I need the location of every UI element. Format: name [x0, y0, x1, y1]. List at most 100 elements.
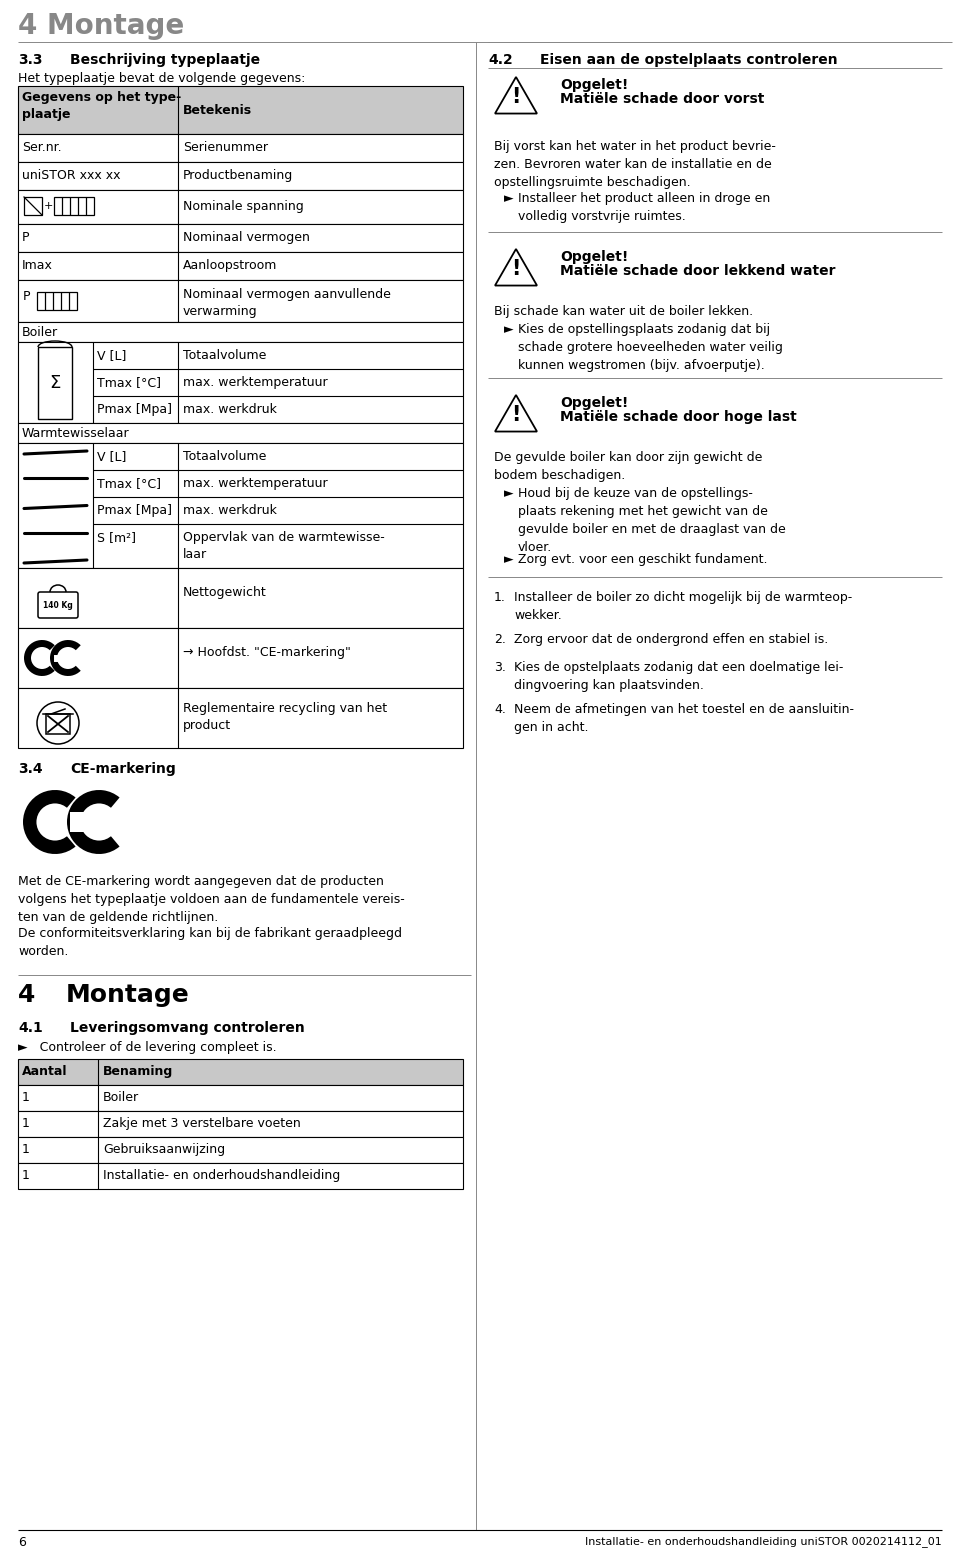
- Bar: [18, 423, 463, 443]
- Text: Nettogewicht: Nettogewicht: [183, 586, 267, 598]
- Text: → Hoofdst. "CE-markering": → Hoofdst. "CE-markering": [183, 646, 350, 659]
- Text: Tmax [°C]: Tmax [°C]: [97, 377, 161, 389]
- Text: ►: ►: [504, 487, 514, 501]
- Text: 140 Kg: 140 Kg: [43, 600, 73, 609]
- Text: Installatie- en onderhoudshandleiding: Installatie- en onderhoudshandleiding: [103, 1169, 340, 1183]
- Text: P: P: [23, 290, 31, 302]
- Text: Gebruiksaanwijzing: Gebruiksaanwijzing: [103, 1142, 226, 1156]
- Text: Boiler: Boiler: [22, 326, 59, 339]
- Text: De conformiteitsverklaring kan bij de fabrikant geraadpleegd
worden.: De conformiteitsverklaring kan bij de fa…: [18, 927, 402, 958]
- Text: Eisen aan de opstelplaats controleren: Eisen aan de opstelplaats controleren: [540, 53, 838, 67]
- Text: V [L]: V [L]: [97, 449, 127, 463]
- Text: Matiële schade door lekkend water: Matiële schade door lekkend water: [560, 264, 835, 277]
- Text: Aantal: Aantal: [22, 1065, 67, 1077]
- Text: Tmax [°C]: Tmax [°C]: [97, 477, 161, 490]
- Text: ►: ►: [504, 322, 514, 336]
- Bar: [18, 443, 463, 567]
- Circle shape: [31, 646, 53, 670]
- Text: Zorg ervoor dat de ondergrond effen en stabiel is.: Zorg ervoor dat de ondergrond effen en s…: [514, 632, 828, 646]
- Bar: [18, 1059, 463, 1085]
- Text: Opgelet!: Opgelet!: [560, 78, 629, 91]
- Text: 4.1: 4.1: [18, 1021, 43, 1035]
- Bar: [18, 628, 463, 688]
- Text: Imax: Imax: [22, 259, 53, 271]
- Text: Warmtewisselaar: Warmtewisselaar: [22, 426, 130, 440]
- Text: Het typeplaatje bevat de volgende gegevens:: Het typeplaatje bevat de volgende gegeve…: [18, 71, 305, 85]
- Text: 3.3: 3.3: [18, 53, 42, 67]
- Text: 2.: 2.: [494, 632, 506, 646]
- Bar: [18, 133, 463, 163]
- Text: !: !: [512, 87, 520, 107]
- Wedge shape: [24, 640, 55, 676]
- Text: Bij vorst kan het water in het product bevrie-
zen. Bevroren water kan de instal: Bij vorst kan het water in het product b…: [494, 140, 776, 189]
- Text: Oppervlak van de warmtewisse-
laar: Oppervlak van de warmtewisse- laar: [183, 532, 385, 561]
- Text: P: P: [22, 231, 30, 243]
- Bar: [54, 197, 94, 215]
- Text: Beschrijving typeplaatje: Beschrijving typeplaatje: [70, 53, 260, 67]
- Text: Serienummer: Serienummer: [183, 141, 268, 153]
- Text: S [m²]: S [m²]: [97, 532, 136, 544]
- Text: Houd bij de keuze van de opstellings-
plaats rekening met het gewicht van de
gev: Houd bij de keuze van de opstellings- pl…: [518, 487, 785, 553]
- Text: Installatie- en onderhoudshandleiding uniSTOR 0020214112_01: Installatie- en onderhoudshandleiding un…: [586, 1536, 942, 1547]
- Text: Betekenis: Betekenis: [183, 104, 252, 116]
- Text: !: !: [512, 405, 520, 425]
- Text: max. werkdruk: max. werkdruk: [183, 504, 276, 518]
- Circle shape: [81, 803, 117, 840]
- Text: Bij schade kan water uit de boiler lekken.: Bij schade kan water uit de boiler lekke…: [494, 305, 754, 318]
- Text: 3.4: 3.4: [18, 763, 42, 777]
- Text: 1: 1: [22, 1091, 30, 1104]
- Text: Installeer de boiler zo dicht mogelijk bij de warmteop-
wekker.: Installeer de boiler zo dicht mogelijk b…: [514, 591, 852, 622]
- Bar: [18, 253, 463, 281]
- Text: V [L]: V [L]: [97, 349, 127, 363]
- Text: 4 Montage: 4 Montage: [18, 12, 184, 40]
- Text: Zorg evt. voor een geschikt fundament.: Zorg evt. voor een geschikt fundament.: [518, 553, 767, 566]
- Text: ►: ►: [504, 192, 514, 205]
- Text: max. werkdruk: max. werkdruk: [183, 403, 276, 415]
- Bar: [18, 1111, 463, 1138]
- Text: Kies de opstellingsplaats zodanig dat bij
schade grotere hoeveelheden water veil: Kies de opstellingsplaats zodanig dat bi…: [518, 322, 782, 372]
- Text: Aanloopstroom: Aanloopstroom: [183, 259, 277, 271]
- Text: !: !: [512, 259, 520, 279]
- Text: Reglementaire recycling van het
product: Reglementaire recycling van het product: [183, 702, 387, 732]
- Text: +: +: [44, 202, 54, 211]
- Text: Pmax [Mpa]: Pmax [Mpa]: [97, 403, 172, 415]
- Text: 4: 4: [18, 983, 36, 1008]
- Bar: [46, 715, 70, 735]
- Wedge shape: [50, 640, 81, 676]
- Text: Nominale spanning: Nominale spanning: [183, 200, 303, 212]
- Bar: [18, 85, 463, 133]
- Polygon shape: [495, 78, 537, 113]
- Text: max. werktemperatuur: max. werktemperatuur: [183, 477, 327, 490]
- Text: Nominaal vermogen aanvullende
verwarming: Nominaal vermogen aanvullende verwarming: [183, 288, 391, 318]
- Text: Nominaal vermogen: Nominaal vermogen: [183, 231, 310, 243]
- Bar: [18, 1085, 463, 1111]
- Bar: [18, 163, 463, 191]
- Text: Gegevens op het type-
plaatje: Gegevens op het type- plaatje: [22, 91, 181, 121]
- Text: Installeer het product alleen in droge en
volledig vorstvrije ruimtes.: Installeer het product alleen in droge e…: [518, 192, 770, 223]
- Text: max. werktemperatuur: max. werktemperatuur: [183, 377, 327, 389]
- Text: Pmax [Mpa]: Pmax [Mpa]: [97, 504, 172, 518]
- Text: ►: ►: [504, 553, 514, 566]
- Text: 1: 1: [22, 1142, 30, 1156]
- Text: Neem de afmetingen van het toestel en de aansluitin-
gen in acht.: Neem de afmetingen van het toestel en de…: [514, 704, 854, 735]
- Text: Kies de opstelplaats zodanig dat een doelmatige lei-
dingvoering kan plaatsvinde: Kies de opstelplaats zodanig dat een doe…: [514, 660, 844, 691]
- Bar: [18, 225, 463, 253]
- Text: Montage: Montage: [66, 983, 190, 1008]
- Text: 3.: 3.: [494, 660, 506, 674]
- Text: 4.: 4.: [494, 704, 506, 716]
- Text: Zakje met 3 verstelbare voeten: Zakje met 3 verstelbare voeten: [103, 1118, 300, 1130]
- Bar: [18, 191, 463, 225]
- Text: 6: 6: [18, 1536, 26, 1548]
- Bar: [38, 347, 72, 418]
- Text: Leveringsomvang controleren: Leveringsomvang controleren: [70, 1021, 304, 1035]
- Text: Totaalvolume: Totaalvolume: [183, 349, 266, 363]
- Text: Totaalvolume: Totaalvolume: [183, 449, 266, 463]
- Bar: [18, 343, 463, 423]
- Circle shape: [36, 803, 74, 840]
- Text: Matiële schade door hoge last: Matiële schade door hoge last: [560, 411, 797, 425]
- Bar: [18, 1138, 463, 1162]
- Bar: [18, 688, 463, 749]
- Text: Ser.nr.: Ser.nr.: [22, 141, 61, 153]
- Bar: [18, 1162, 463, 1189]
- Text: De gevulde boiler kan door zijn gewicht de
bodem beschadigen.: De gevulde boiler kan door zijn gewicht …: [494, 451, 762, 482]
